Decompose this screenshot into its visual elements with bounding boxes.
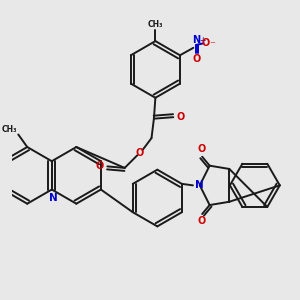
Text: N: N [49,193,58,202]
Text: O: O [197,144,206,154]
Text: O: O [197,216,206,226]
Text: O: O [192,54,200,64]
Text: ⁻: ⁻ [209,40,215,50]
Text: O: O [202,38,210,48]
Text: O: O [95,161,103,171]
Text: CH₃: CH₃ [148,20,163,29]
Text: CH₃: CH₃ [2,124,17,134]
Text: N: N [195,180,203,190]
Text: O: O [177,112,185,122]
Text: O: O [136,148,144,158]
Text: +: + [199,36,206,45]
Text: N: N [192,35,200,45]
